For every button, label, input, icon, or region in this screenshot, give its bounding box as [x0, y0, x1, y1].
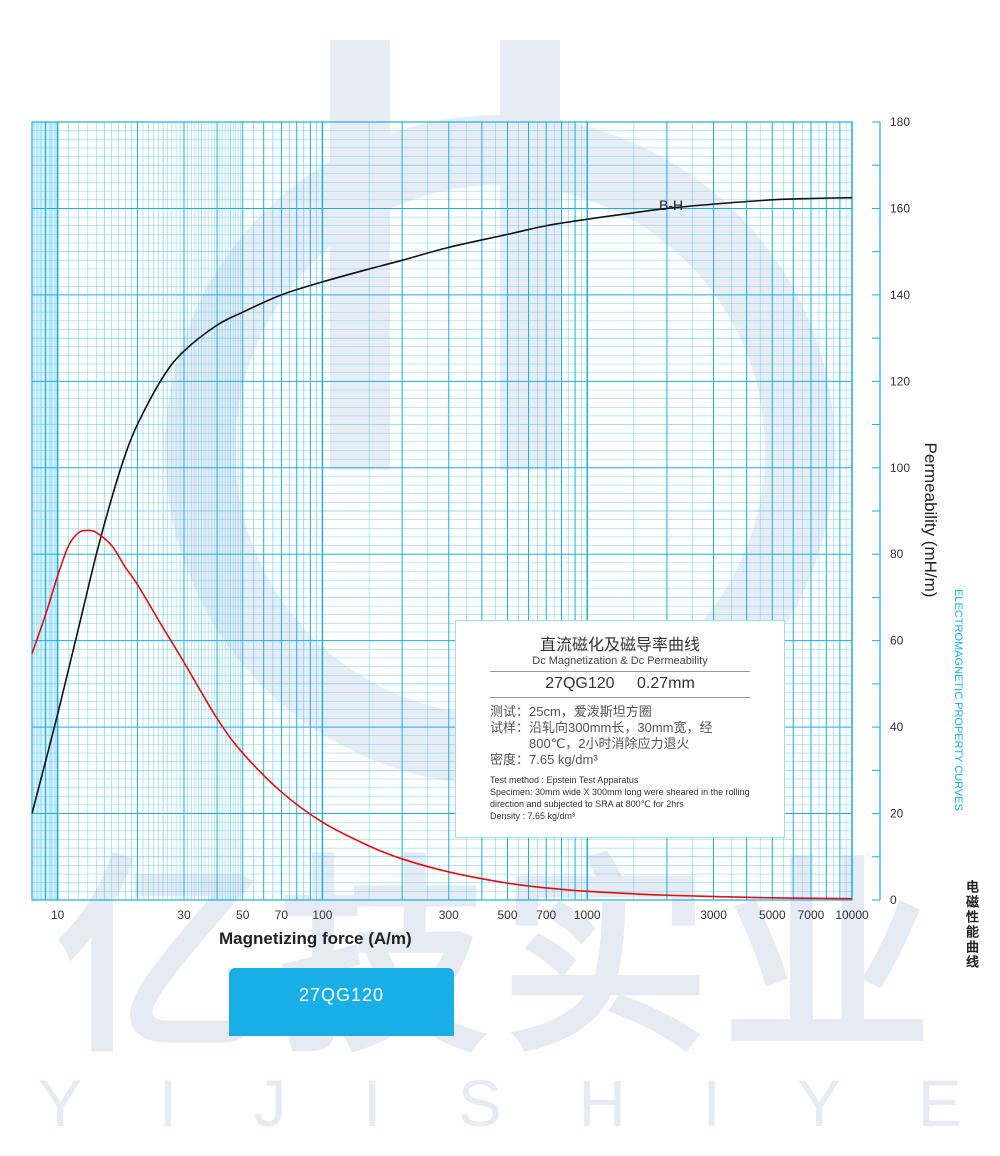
y-tick-label: 100 — [890, 461, 910, 475]
y-tick-label: 120 — [890, 374, 910, 388]
watermark-letter: Y — [38, 1066, 83, 1140]
x-tick-label: 500 — [497, 908, 517, 922]
y-tick-label: 80 — [890, 547, 904, 561]
series-line-permeability — [31, 529, 853, 900]
watermark-letter: I — [158, 1066, 178, 1140]
y-tick-label: 180 — [890, 115, 910, 129]
y-tick-label: 140 — [890, 288, 910, 302]
x-tick-label: 7000 — [798, 908, 825, 922]
watermark-bar — [330, 40, 390, 470]
watermark-letter: I — [702, 1066, 721, 1140]
watermark-letter: S — [457, 1066, 502, 1140]
info-grade-line: 27QG120 0.27mm — [490, 672, 750, 698]
y-tick-label: 60 — [890, 634, 904, 648]
x-tick-label: 5000 — [759, 908, 786, 922]
info-title-en: Dc Magnetization & Dc Permeability — [490, 655, 750, 672]
bh-curve-label: B-H — [659, 197, 684, 213]
info-en-density: Density : 7.65 kg/dm³ — [490, 811, 576, 821]
info-sample-line: 试样： 沿轧向300mm长，30mm宽，经800℃，2小时消除应力退火 — [490, 720, 750, 752]
x-tick-label: 10000 — [835, 908, 869, 922]
y-axis: 0 20 40 60 80 100 120 140 160 180 — [872, 115, 910, 907]
y-tick-label: 20 — [890, 807, 904, 821]
x-tick-label: 700 — [536, 908, 556, 922]
legend-info-box: 直流磁化及磁导率曲线 Dc Magnetization & Dc Permeab… — [455, 620, 785, 838]
watermark-letter: J — [253, 1066, 287, 1140]
watermark-letter: I — [362, 1066, 382, 1140]
side-caption-en: ELECTROMAGNETIC PROPERTY CURVES — [952, 589, 964, 811]
series-layer — [31, 196, 853, 900]
info-sample-value: 沿轧向300mm长，30mm宽，经800℃，2小时消除应力退火 — [529, 720, 713, 751]
info-density-value: 7.65 kg/dm³ — [529, 752, 598, 767]
side-caption-cn: 电磁性能曲线 — [964, 880, 979, 970]
y-tick-label: 40 — [890, 720, 904, 734]
x-tick-label: 1000 — [574, 908, 601, 922]
x-axis: 10 30 50 70 100 300 500 700 1000 3000 5000 7000 1000… — [51, 908, 869, 922]
grade-banner: 27QG120 — [229, 968, 454, 1036]
x-tick-label: 3000 — [700, 908, 727, 922]
x-tick-label: 10 — [51, 908, 65, 922]
y-axis-title: Permeability (mH/m) — [921, 442, 940, 598]
x-tick-label: 70 — [275, 908, 289, 922]
y-tick-label: 0 — [890, 893, 897, 907]
x-tick-label: 100 — [312, 908, 332, 922]
info-en-method: Test method : Epstein Test Apparatus — [490, 775, 639, 785]
info-sample-key: 试样： — [490, 720, 530, 735]
info-test-value: 25cm，爱泼斯坦方圈 — [529, 704, 652, 719]
x-axis-title: Magnetizing force (A/m) — [219, 929, 412, 948]
info-density-line: 密度： 7.65 kg/dm³ — [490, 752, 750, 768]
y-tick-label: 160 — [890, 201, 910, 215]
x-tick-label: 50 — [236, 908, 250, 922]
info-test-key: 测试： — [490, 704, 530, 719]
watermark-bar — [500, 40, 560, 470]
x-tick-label: 30 — [177, 908, 191, 922]
watermark-letter: H — [578, 1066, 626, 1140]
x-tick-label: 300 — [439, 908, 459, 922]
series-line-bh — [31, 196, 853, 814]
watermark-letter: E — [917, 1066, 962, 1140]
info-title-cn: 直流磁化及磁导率曲线 — [539, 637, 700, 654]
info-density-key: 密度： — [490, 752, 530, 767]
info-en-specimen: Specimen: 30mm wide X 300mm long were sh… — [490, 787, 750, 809]
info-test-line: 测试： 25cm，爱泼斯坦方圈 — [490, 704, 750, 720]
watermark-letter: Y — [797, 1066, 842, 1140]
